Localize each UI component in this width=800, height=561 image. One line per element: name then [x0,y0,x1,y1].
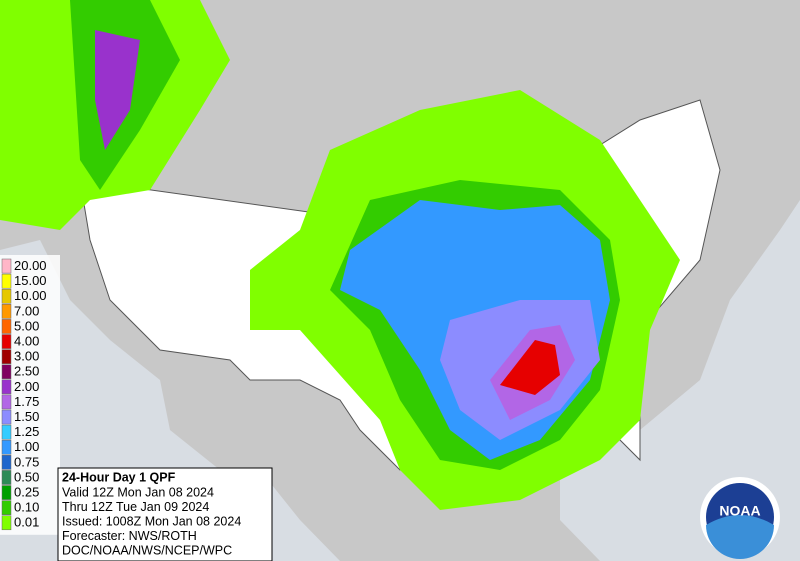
info-line: DOC/NOAA/NWS/NCEP/WPC [62,543,232,557]
info-box [57,467,273,561]
legend-label: 0.10 [14,500,39,515]
legend-swatch [1,515,12,531]
legend-label: 4.00 [14,333,39,348]
legend-label: 0.50 [14,469,39,484]
legend-swatch [1,485,12,500]
legend-swatch [1,304,12,319]
legend-swatch [1,364,12,380]
legend-swatch [1,500,12,515]
legend-label: 1.75 [14,394,39,409]
legend-swatch [1,288,12,304]
legend-swatch [1,319,12,334]
legend-label: 3.00 [14,349,39,364]
legend-label: 1.00 [14,439,39,454]
info-line: Forecaster: NWS/ROTH [62,529,197,543]
legend-label: 20.00 [14,258,47,273]
info-line: Valid 12Z Mon Jan 08 2024 [62,485,214,499]
info-line: Issued: 1008Z Mon Jan 08 2024 [62,514,241,528]
legend-swatch [1,424,12,440]
legend-swatch [1,334,12,349]
legend-label: 5.00 [14,318,39,333]
legend-swatch [1,273,12,289]
precip-nw-max [95,30,140,150]
legend-swatch [1,470,12,485]
logo-wave [706,515,774,559]
legend-swatch [1,349,12,364]
legend-swatch [1,379,12,395]
legend-swatch [1,258,12,274]
precip-south-max [500,340,560,395]
legend-swatch [1,394,12,410]
legend-label: 0.01 [14,515,39,530]
legend-label: 1.50 [14,409,39,424]
legend-swatch [1,455,12,470]
legend-swatch [1,409,12,425]
logo-text: NOAA [719,503,760,519]
legend-label: 1.25 [14,424,39,439]
legend: 20.0015.0010.007.005.004.003.002.502.001… [0,255,60,535]
legend-label: 10.00 [14,288,47,303]
legend-label: 7.00 [14,303,39,318]
legend-label: 2.50 [14,364,39,379]
legend-label: 0.25 [14,484,39,499]
info-line: Thru 12Z Tue Jan 09 2024 [62,500,209,514]
legend-swatch [1,439,12,455]
legend-label: 15.00 [14,273,47,288]
legend-label: 0.75 [14,454,39,469]
atlantic-ocean [560,200,800,561]
info-title: 24-Hour Day 1 QPF [62,470,176,484]
legend-label: 2.00 [14,379,39,394]
